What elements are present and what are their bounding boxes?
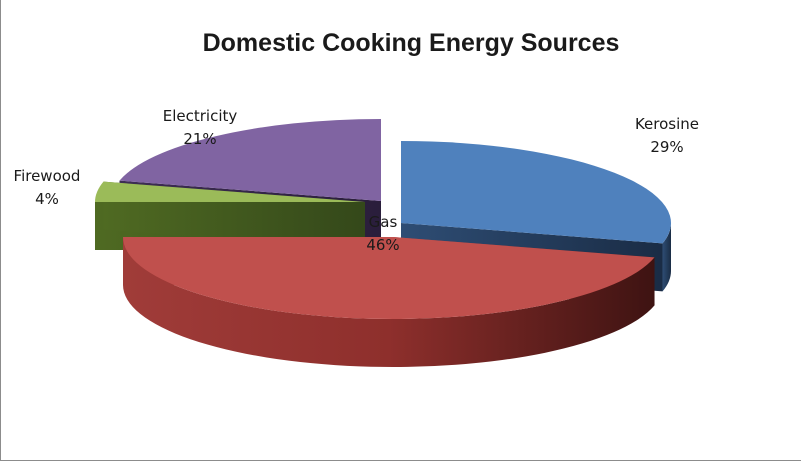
slice-kerosine-top [401,141,672,244]
label-gas-name: Gas [369,213,398,231]
slice-kerosine-side [662,223,671,292]
label-firewood-value: 4% [35,190,59,208]
slice-gas-side [123,237,655,367]
label-kerosine-name: Kerosine [635,115,699,133]
slice-electricity-top [119,119,381,201]
slice-firewood-top [95,181,365,202]
slice-gas-top [123,237,655,319]
label-electricity-name: Electricity [163,107,238,125]
chart-title: Domestic Cooking Energy Sources [203,29,620,57]
label-gas-value: 46% [366,236,399,254]
label-firewood-name: Firewood [14,167,81,185]
slice-gas [123,237,655,367]
label-electricity-value: 21% [183,130,216,148]
label-kerosine-value: 29% [650,138,683,156]
